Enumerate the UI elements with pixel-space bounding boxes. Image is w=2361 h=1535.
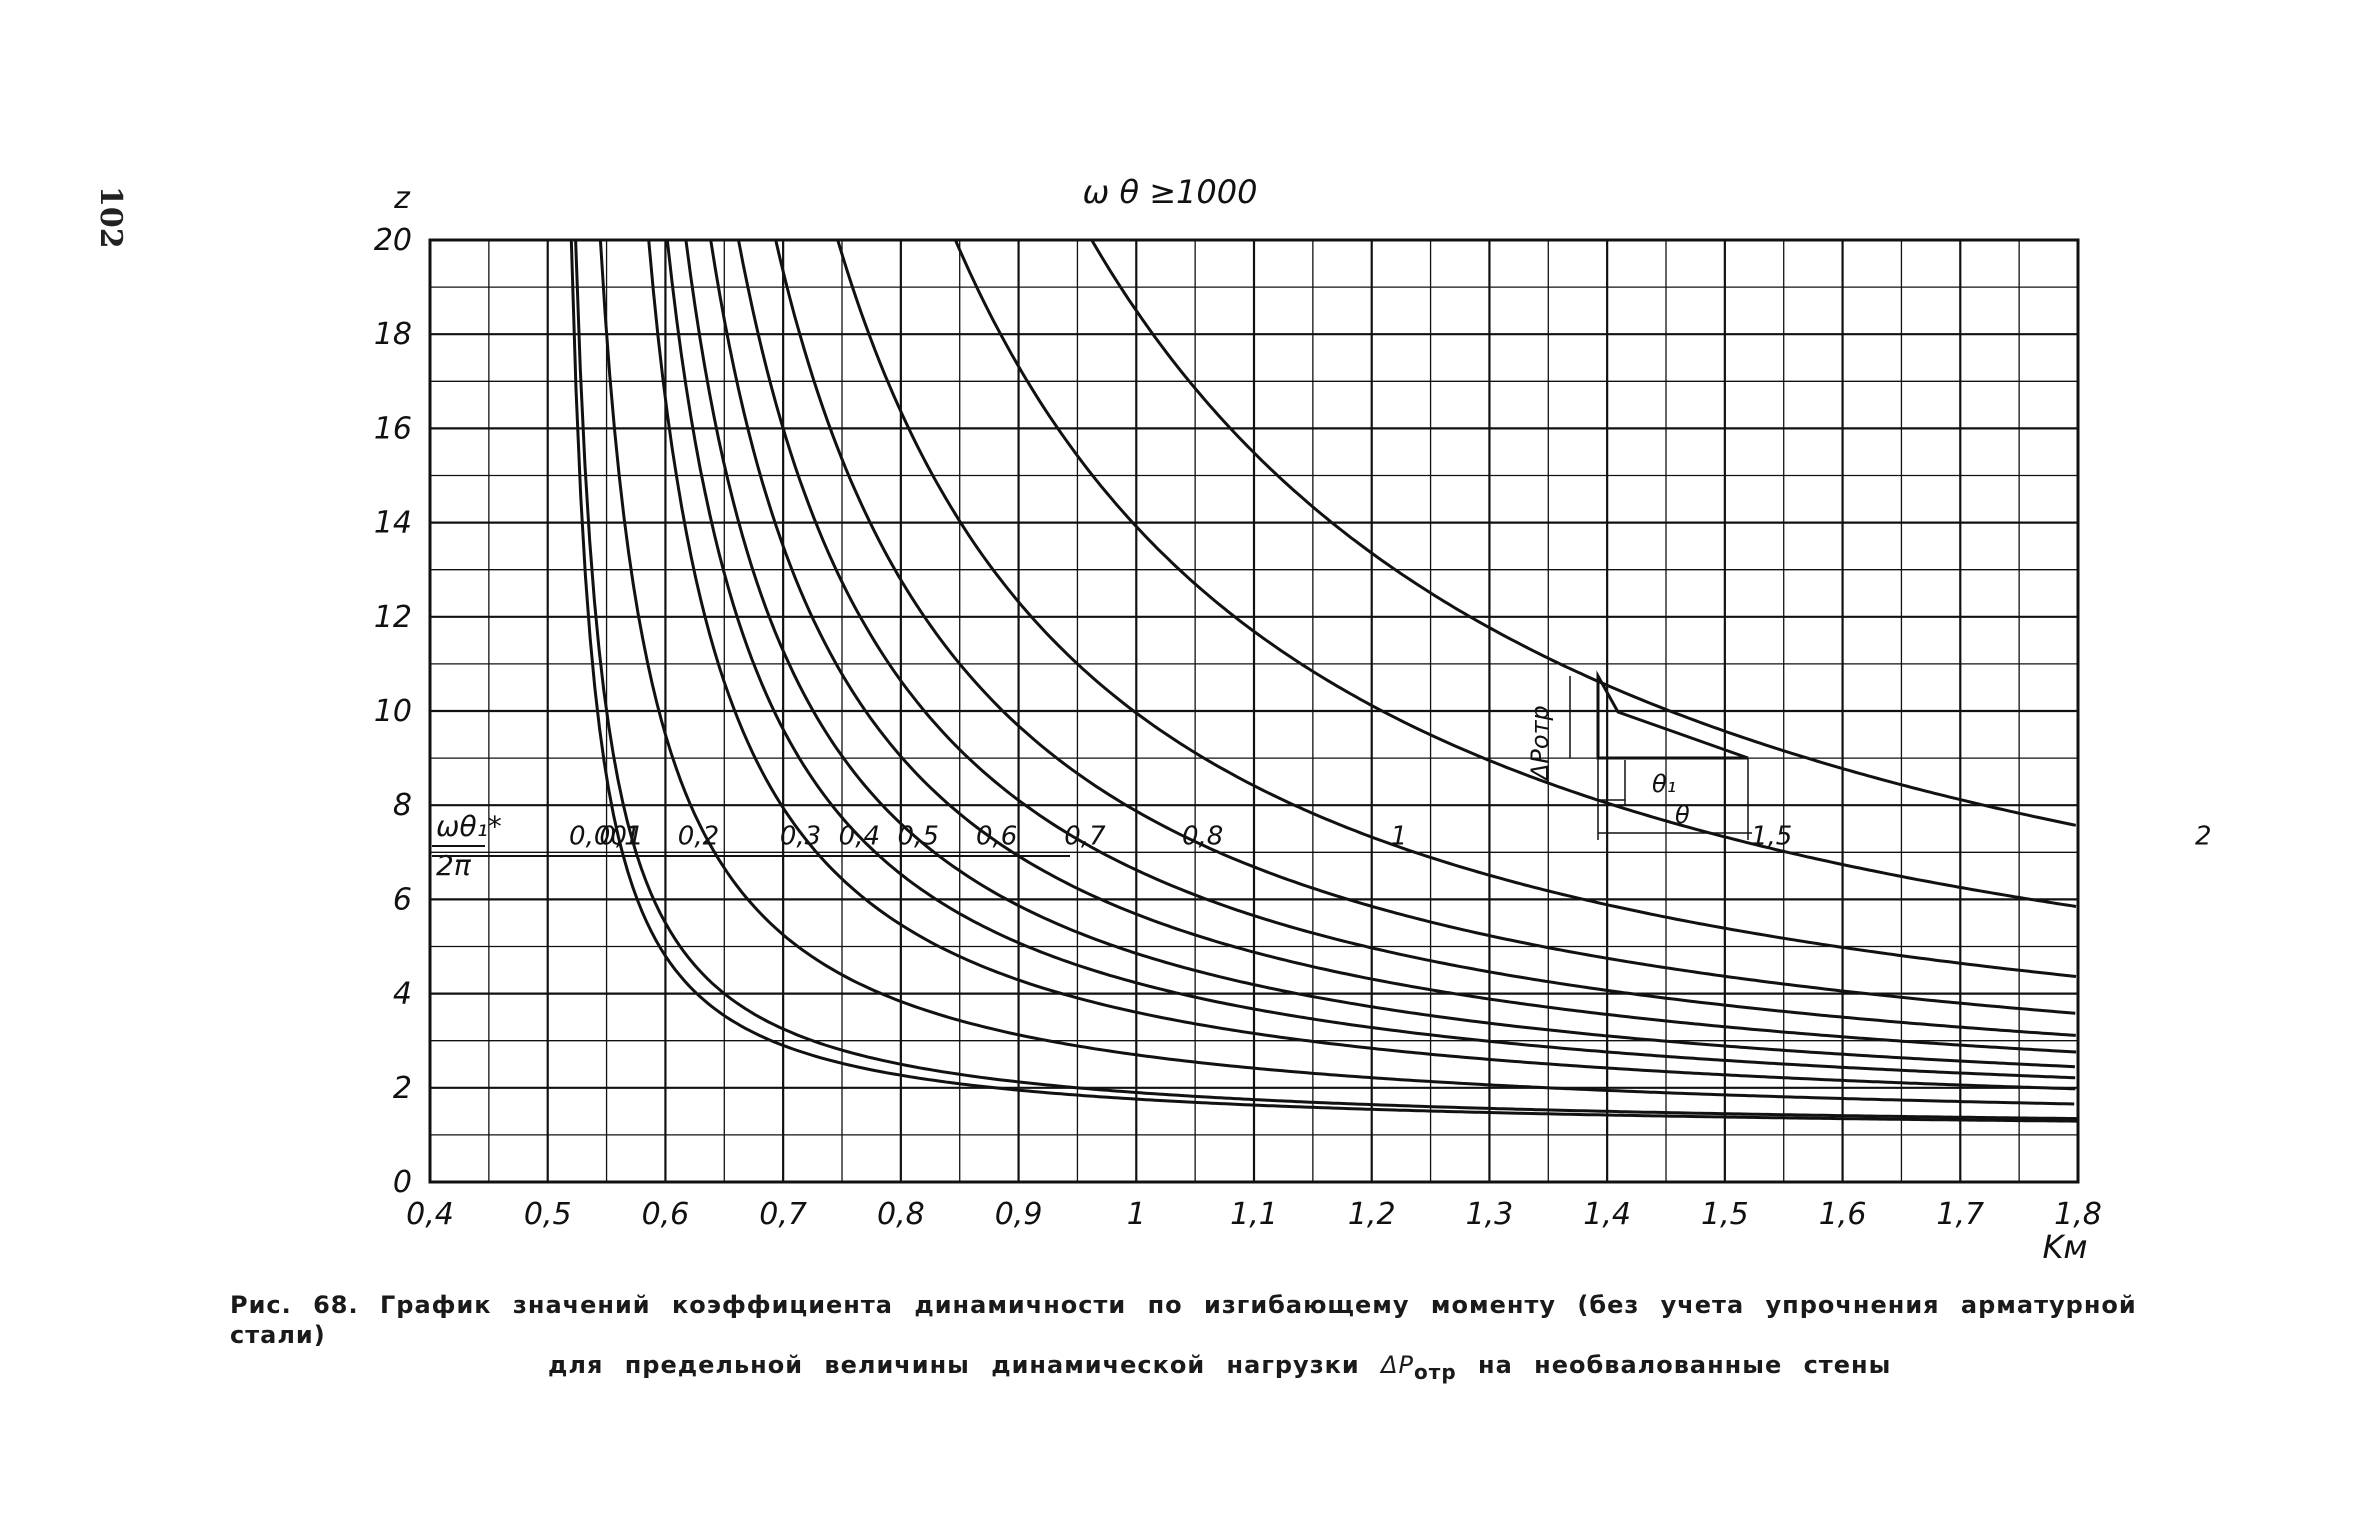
caption-subscript: отр	[1414, 1359, 1457, 1384]
x-tick-label: 1,8	[2054, 1197, 2102, 1232]
x-tick-label: 0,4	[406, 1197, 454, 1232]
curve-6	[709, 239, 2077, 1054]
curve-3	[647, 239, 2076, 1091]
y-tick-label: 2	[393, 1071, 412, 1106]
series-label: 0,3	[780, 821, 821, 851]
series-label: 0,2	[678, 821, 719, 851]
parameter-denominator: 2π	[436, 849, 472, 882]
y-tick-label: 10	[374, 694, 412, 729]
series-label: 0,001	[569, 821, 643, 851]
x-tick-label: 1	[1127, 1197, 1146, 1232]
figure-caption: Рис. 68. График значений коэффициента ди…	[230, 1290, 2230, 1387]
caption-symbol: ΔP	[1381, 1351, 1414, 1379]
x-tick-label: 0,8	[877, 1197, 925, 1232]
y-tick-label: 6	[393, 882, 412, 917]
x-tick-label: 1,5	[1701, 1197, 1749, 1232]
caption-line-1: Рис. 68. График значений коэффициента ди…	[230, 1291, 2137, 1349]
curve-5	[684, 239, 2075, 1069]
curve-0	[569, 239, 2078, 1123]
load-diagram-inset: ΔPотр θ₁ θ	[1526, 670, 1752, 840]
theta-label: θ	[1675, 801, 1690, 829]
plot-frame	[428, 238, 2080, 1184]
x-tick-label: 1,3	[1466, 1197, 1514, 1232]
curve-11	[1090, 239, 2077, 827]
caption-line-2-end: на необвалованные стены	[1456, 1351, 1892, 1379]
dp-label: ΔPотр	[1526, 705, 1554, 782]
y-tick-label: 8	[393, 788, 412, 823]
x-tick-label: 0,7	[759, 1197, 807, 1232]
y-tick-label: 18	[374, 317, 412, 352]
series-label: 2	[2195, 821, 2212, 851]
series-label: 0,4	[839, 821, 880, 851]
y-tick-label: 16	[374, 411, 412, 446]
y-axis-label: z	[393, 181, 411, 216]
x-axis-label: Kм	[2042, 1228, 2087, 1266]
x-tick-label: 1,6	[1819, 1197, 1867, 1232]
y-tick-label: 0	[393, 1165, 412, 1200]
y-tick-label: 12	[374, 600, 412, 635]
grid	[428, 238, 2080, 1184]
x-tick-label: 0,9	[995, 1197, 1043, 1232]
y-tick-label: 4	[393, 977, 412, 1012]
theta1-label: θ₁	[1652, 770, 1676, 798]
curve-2	[598, 239, 2075, 1106]
curve-7	[737, 239, 2076, 1037]
caption-line-2-start: для предельной величины динамической наг…	[548, 1351, 1382, 1379]
curve-1	[574, 239, 2078, 1121]
series-label: 0,6	[976, 821, 1017, 851]
parameter-numerator: ωθ₁*	[436, 810, 502, 843]
series-label: 0,5	[898, 821, 939, 851]
curve-4	[665, 239, 2076, 1080]
y-tick-label: 14	[374, 506, 412, 541]
x-tick-label: 1,4	[1583, 1197, 1631, 1232]
curves	[569, 239, 2078, 1123]
curve-10	[954, 239, 2077, 908]
y-tick-label: 20	[374, 223, 412, 258]
series-label: 1	[1391, 821, 1408, 851]
curve-8	[774, 239, 2076, 1015]
caption-line-2: для предельной величины динамической наг…	[230, 1350, 2230, 1387]
x-tick-label: 0,5	[524, 1197, 572, 1232]
x-tick-label: 1,1	[1230, 1197, 1278, 1232]
chart-title: ω θ ≥1000	[1083, 173, 1258, 211]
x-tick-label: 1,2	[1348, 1197, 1396, 1232]
series-label: 0,7	[1064, 821, 1106, 851]
series-label: 0,1	[599, 821, 640, 851]
x-tick-label: 1,7	[1936, 1197, 1984, 1232]
series-label: 1,5	[1751, 821, 1792, 851]
x-tick-label: 0,6	[642, 1197, 690, 1232]
series-label: 0,8	[1182, 821, 1223, 851]
tick-labels: 0,4 0,5 0,6 0,7 0,8 0,9 1 1,1 1,2 1,3 1,4 1,5 1,6 1,7…	[374, 223, 2102, 1232]
curve-9	[836, 239, 2077, 978]
